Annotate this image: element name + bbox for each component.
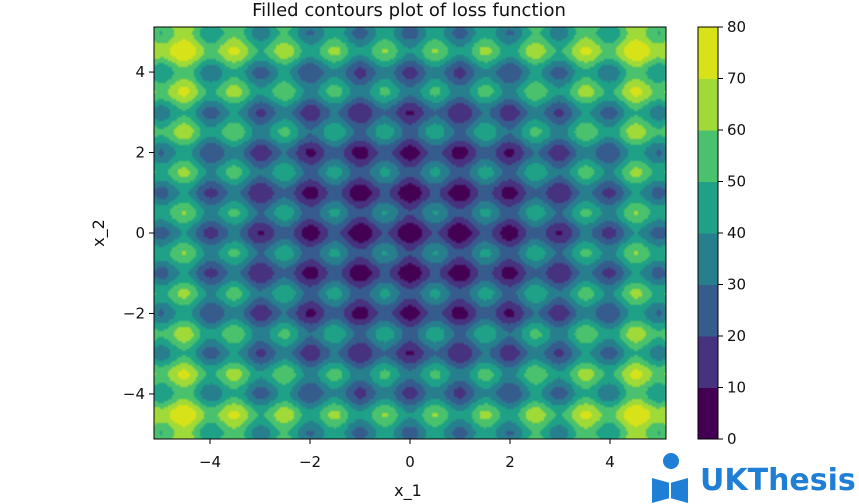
y-tick-label: −4: [123, 385, 145, 403]
x-tick-label: 4: [605, 453, 615, 471]
logo-person-book-icon: [652, 453, 688, 503]
y-tick-label: 4: [135, 63, 145, 81]
colorbar-segment: [698, 336, 718, 388]
colorbar-tick-label: 20: [727, 327, 746, 345]
ukthesis-logo: UKThesis: [652, 453, 856, 503]
contour-fill: [154, 27, 666, 439]
colorbar-tick-label: 70: [727, 70, 746, 88]
colorbar-segment: [698, 27, 718, 79]
y-axis-label: x_2: [89, 219, 109, 247]
x-tick-label: −2: [299, 453, 321, 471]
x-tick-label: 2: [505, 453, 515, 471]
colorbar-segment: [698, 387, 718, 440]
y-axis: −4 −2 0 2 4: [123, 63, 154, 403]
colorbar-segment: [698, 78, 718, 131]
colorbar-tick-label: 80: [727, 18, 746, 36]
colorbar-segment: [698, 233, 718, 285]
colorbar-tick-label: 0: [727, 430, 737, 448]
y-tick-label: 2: [135, 144, 145, 162]
plot-area: [154, 27, 666, 439]
colorbar-segment: [698, 130, 718, 182]
x-axis-label: x_1: [394, 481, 422, 501]
colorbar-tick-label: 60: [727, 121, 746, 139]
colorbar-tick-label: 30: [727, 276, 746, 294]
colorbar: 0 10 20 30 40 50 60 70 80: [697, 18, 746, 448]
logo-brand: UKThesis: [700, 463, 856, 498]
colorbar-segment: [698, 181, 718, 234]
x-axis: −4 −2 0 2 4: [199, 439, 615, 471]
colorbar-tick-label: 10: [727, 379, 746, 397]
y-tick-label: 0: [135, 224, 145, 242]
colorbar-tick-label: 50: [727, 173, 746, 191]
y-tick-label: −2: [123, 304, 145, 322]
chart-title: Filled contours plot of loss function: [252, 0, 566, 21]
colorbar-segment: [698, 284, 718, 337]
x-tick-label: −4: [199, 453, 221, 471]
colorbar-tick-label: 40: [727, 224, 746, 242]
x-tick-label: 0: [405, 453, 415, 471]
